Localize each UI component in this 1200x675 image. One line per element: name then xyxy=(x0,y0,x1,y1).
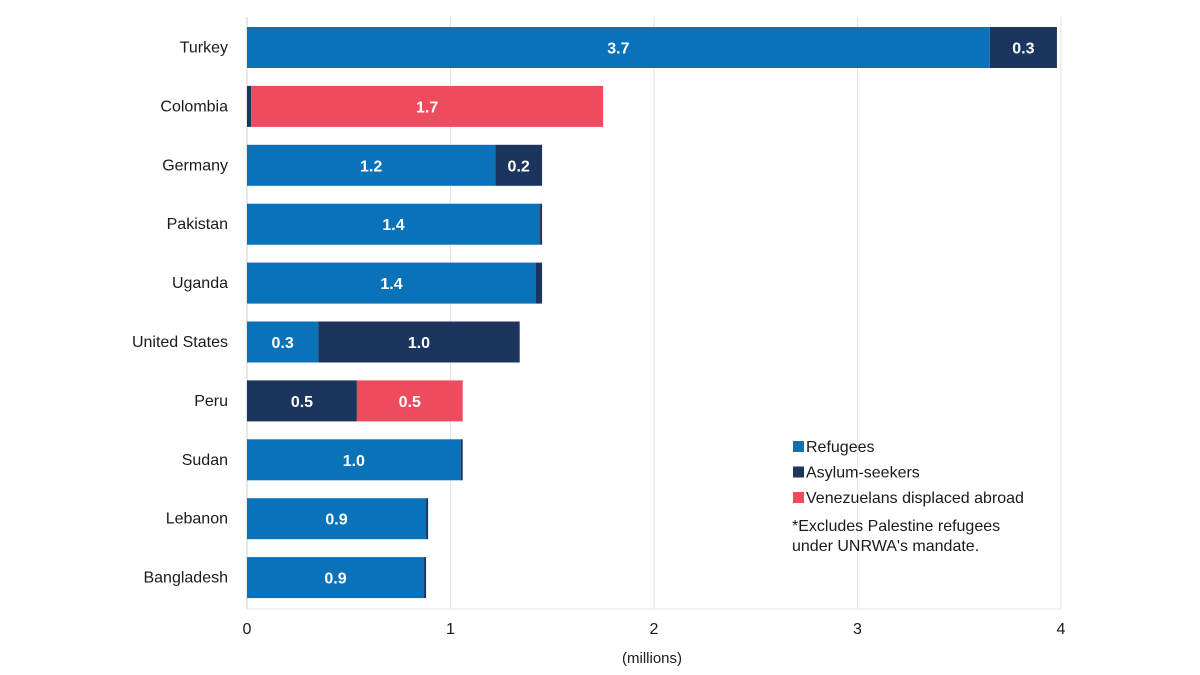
data-label-layer: 3.7 0.3 1.7 1.2 0.2 1.4 1.4 0.3 1.0 0.5 0.5 1.0 0.9 0… xyxy=(271,41,1034,588)
category-label: Colombia xyxy=(160,98,228,115)
data-label: 1.0 xyxy=(343,453,365,470)
category-label: Lebanon xyxy=(166,511,228,528)
category-label: Pakistan xyxy=(167,216,228,233)
category-label-layer: Turkey Colombia Germany Pakistan Uganda Unite… xyxy=(132,40,228,587)
footnote-line: *Excludes Palestine refugees xyxy=(792,518,1000,535)
data-label: 0.9 xyxy=(325,512,347,529)
category-label: Peru xyxy=(194,393,228,410)
bar-segment-asylum-seekers xyxy=(535,262,543,304)
footnote: *Excludes Palestine refugees under UNRWA'… xyxy=(792,518,1000,555)
category-label: Turkey xyxy=(180,40,228,57)
category-label: Germany xyxy=(162,157,228,174)
bar-segment-asylum-seekers xyxy=(247,380,357,422)
bar-segment-refugees xyxy=(247,498,427,540)
bar-segment-refugees xyxy=(247,262,536,304)
data-label: 1.4 xyxy=(382,217,404,234)
data-label: 0.5 xyxy=(291,394,313,411)
bar-segment-refugees xyxy=(247,27,990,68)
bar-segment-refugees xyxy=(247,557,425,599)
bar-segment-asylum-seekers xyxy=(989,27,1057,68)
data-label: 0.2 xyxy=(508,158,530,175)
data-label: 0.5 xyxy=(399,394,421,411)
data-label: 1.2 xyxy=(360,158,382,175)
legend-swatch xyxy=(793,441,804,452)
footnote-line: under UNRWA's mandate. xyxy=(792,538,979,555)
x-tick-label: 1 xyxy=(446,621,455,638)
legend-label: Asylum-seekers xyxy=(806,465,920,482)
data-label: 1.7 xyxy=(416,99,438,116)
legend-swatch xyxy=(793,492,804,503)
bar-segment-venezuelans-displaced-abroad xyxy=(356,380,463,422)
bar-segment-asylum-seekers xyxy=(460,439,463,481)
data-label: 0.9 xyxy=(324,571,346,588)
bar-segment-asylum-seekers xyxy=(540,203,543,245)
bar-segment-refugees xyxy=(247,203,541,245)
category-label: Sudan xyxy=(182,452,228,469)
x-tick-label: 0 xyxy=(243,621,252,638)
bar-segment-asylum-seekers xyxy=(426,498,429,540)
category-label: Bangladesh xyxy=(143,570,228,587)
bar-segment-refugees xyxy=(247,321,319,363)
legend-label: Refugees xyxy=(806,439,875,456)
tick-label-layer: 0 1 2 3 4 xyxy=(243,621,1066,638)
data-label: 0.3 xyxy=(271,335,293,352)
bar-segment-refugees xyxy=(247,144,496,186)
x-tick-label: 2 xyxy=(650,621,659,638)
bar-layer xyxy=(247,27,1057,599)
data-label: 1.0 xyxy=(408,335,430,352)
category-label: Uganda xyxy=(172,275,228,292)
bar-segment-asylum-seekers xyxy=(318,321,520,363)
bar-segment-asylum-seekers xyxy=(424,557,427,599)
legend-swatch xyxy=(793,466,804,478)
x-tick-label: 4 xyxy=(1057,621,1066,638)
data-label: 1.4 xyxy=(380,276,402,293)
legend: Refugees Asylum-seekers Venezuelans displa… xyxy=(793,439,1024,507)
category-label: United States xyxy=(132,334,228,351)
x-tick-label: 3 xyxy=(853,621,862,638)
legend-label: Venezuelans displaced abroad xyxy=(806,490,1024,507)
x-axis-title: (millions) xyxy=(622,650,682,667)
data-label: 0.3 xyxy=(1012,41,1034,58)
bar-segment-asylum-seekers xyxy=(247,85,252,127)
data-label: 3.7 xyxy=(607,41,629,58)
bar-segment-asylum-seekers xyxy=(495,144,543,186)
bar-segment-venezuelans-displaced-abroad xyxy=(251,85,604,127)
bar-segment-refugees xyxy=(247,439,461,481)
